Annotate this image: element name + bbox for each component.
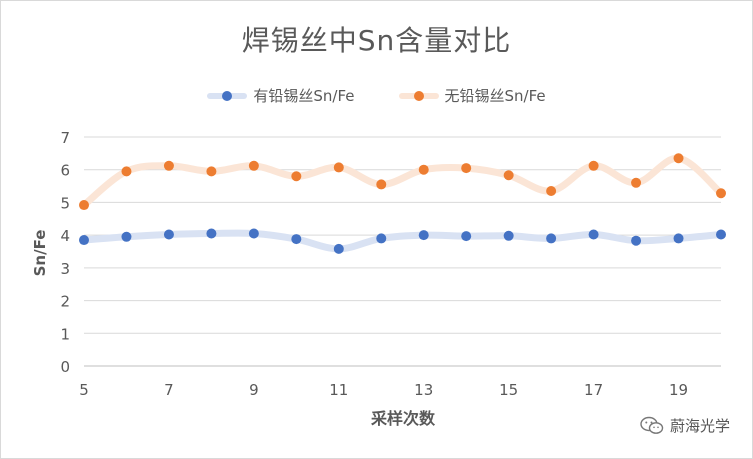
y-tick-label: 0 (60, 358, 70, 376)
series-layer (79, 153, 726, 254)
data-point[interactable] (376, 179, 387, 190)
data-point[interactable] (673, 233, 684, 244)
x-tick-label: 7 (164, 381, 174, 399)
grid-lines (84, 136, 721, 367)
watermark-text: 蔚海光学 (669, 417, 730, 435)
data-point[interactable] (291, 171, 302, 182)
y-tick-label: 3 (60, 260, 70, 278)
x-tick-label: 11 (329, 381, 348, 399)
data-point[interactable] (461, 231, 472, 242)
legend-label-leaded: 有铅锡丝Sn/Fe (253, 87, 355, 105)
y-tick-label: 2 (60, 293, 70, 311)
y-axis-title: Sn/Fe (31, 230, 49, 277)
data-point[interactable] (79, 200, 89, 211)
legend-item-leaded[interactable]: 有铅锡丝Sn/Fe (207, 85, 355, 106)
data-point[interactable] (121, 166, 132, 177)
legend-swatch-leaded (207, 90, 248, 101)
data-point[interactable] (79, 235, 89, 246)
y-tick-label: 6 (60, 162, 70, 180)
data-point[interactable] (716, 229, 726, 240)
y-tick-label: 7 (60, 129, 70, 147)
data-point[interactable] (248, 228, 259, 239)
data-point[interactable] (546, 185, 557, 196)
data-point[interactable] (716, 188, 726, 199)
y-tick-label: 4 (60, 227, 70, 245)
data-point[interactable] (588, 160, 599, 171)
x-tick-label: 5 (79, 381, 89, 399)
x-tick-label: 13 (414, 381, 433, 399)
legend-swatch-lead-free (398, 90, 439, 101)
data-point[interactable] (248, 160, 259, 171)
data-point[interactable] (418, 164, 429, 175)
data-point[interactable] (631, 235, 642, 246)
y-tick-label: 1 (60, 325, 70, 343)
series-line-0 (80, 229, 725, 253)
data-point[interactable] (503, 230, 514, 241)
data-point[interactable] (673, 153, 684, 164)
x-tick-label: 9 (249, 381, 259, 399)
data-point[interactable] (163, 229, 174, 240)
watermark: 蔚海光学 (640, 415, 730, 436)
chart-title: 焊锡丝中Sn含量对比 (241, 24, 512, 57)
data-point[interactable] (461, 163, 472, 174)
series-line-1 (80, 154, 725, 209)
x-tick-label: 17 (584, 381, 603, 399)
x-tick-label: 19 (669, 381, 688, 399)
data-point[interactable] (631, 177, 642, 188)
data-point[interactable] (418, 230, 429, 241)
axes: 0 1 2 3 4 5 6 7 5 7 9 11 13 15 17 19 (60, 129, 688, 399)
data-point[interactable] (291, 234, 302, 245)
data-point[interactable] (333, 243, 344, 254)
x-tick-label: 15 (499, 381, 518, 399)
data-point[interactable] (503, 170, 514, 181)
data-point[interactable] (376, 233, 387, 244)
data-point[interactable] (206, 166, 217, 177)
x-axis-title: 采样次数 (370, 409, 436, 428)
data-point[interactable] (588, 229, 599, 240)
data-point[interactable] (333, 162, 344, 173)
legend-item-lead-free[interactable]: 无铅锡丝Sn/Fe (398, 85, 546, 106)
data-point[interactable] (121, 231, 132, 242)
data-point[interactable] (163, 160, 174, 171)
data-point[interactable] (546, 233, 557, 244)
chart-legend: 有铅锡丝Sn/Fe 无铅锡丝Sn/Fe (1, 85, 752, 106)
legend-label-lead-free: 无铅锡丝Sn/Fe (444, 87, 546, 105)
data-point[interactable] (206, 228, 217, 239)
y-tick-label: 5 (60, 194, 70, 212)
wechat-icon (640, 416, 664, 434)
